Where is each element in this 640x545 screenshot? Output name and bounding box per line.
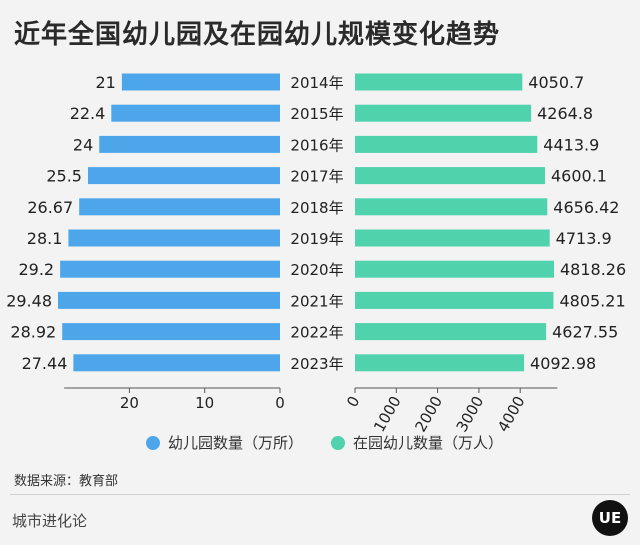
bar-kindergartens [58, 291, 281, 309]
bar-kindergartens [62, 323, 281, 341]
bar-children [355, 354, 525, 372]
value-label-kindergartens: 26.67 [27, 198, 73, 217]
value-label-children: 4713.9 [556, 229, 612, 248]
data-source: 数据来源：教育部 [14, 474, 119, 489]
year-label: 2019年 [290, 230, 343, 248]
legend-swatch-children [331, 435, 346, 450]
bar-kindergartens [60, 260, 281, 278]
legend-label-children: 在园幼儿数量（万人） [353, 434, 504, 452]
value-label-kindergartens: 29.2 [18, 260, 54, 279]
bar-children [355, 135, 538, 153]
bar-children [355, 323, 547, 341]
legend: 幼儿园数量（万所） 在园幼儿数量（万人） [146, 432, 531, 453]
chart-title: 近年全国幼儿园及在园幼儿规模变化趋势 [14, 20, 501, 50]
value-label-kindergartens: 29.48 [6, 291, 52, 310]
value-label-kindergartens: 21 [96, 73, 116, 92]
legend-item-kindergartens: 幼儿园数量（万所） [146, 432, 303, 453]
value-label-children: 4264.8 [537, 104, 593, 123]
bar-children [355, 73, 523, 91]
bar-kindergartens [87, 167, 280, 185]
value-label-children: 4050.7 [528, 73, 584, 92]
year-label: 2022年 [290, 324, 343, 342]
value-label-kindergartens: 25.5 [46, 167, 82, 186]
tick-label-kindergartens: 0 [275, 394, 285, 412]
value-label-kindergartens: 22.4 [70, 104, 106, 123]
bar-children [355, 104, 532, 122]
bar-kindergartens [79, 198, 280, 216]
legend-swatch-kindergartens [146, 435, 160, 450]
year-label: 2021年 [290, 292, 343, 310]
year-label: 2017年 [290, 168, 343, 186]
value-label-kindergartens: 24 [73, 135, 93, 154]
value-label-children: 4818.26 [560, 260, 626, 279]
year-label: 2018年 [290, 199, 343, 217]
bar-children [355, 167, 545, 185]
tick-label-children: 2000 [411, 393, 446, 435]
tick-label-children: 1000 [370, 393, 405, 435]
legend-label-kindergartens: 幼儿园数量（万所） [168, 434, 304, 452]
value-label-children: 4413.9 [543, 135, 599, 154]
value-label-children: 4805.21 [559, 291, 625, 310]
value-label-kindergartens: 28.92 [10, 323, 56, 342]
value-label-children: 4656.42 [553, 198, 619, 217]
year-label: 2023年 [290, 355, 343, 373]
bar-kindergartens [111, 104, 280, 122]
bar-kindergartens [73, 354, 280, 372]
bar-children [355, 291, 554, 309]
year-label: 2016年 [290, 136, 343, 154]
value-label-kindergartens: 27.44 [22, 354, 68, 373]
tick-label-children: 4000 [494, 393, 529, 435]
brand-logo: UE [592, 500, 628, 536]
bar-children [355, 260, 554, 278]
bar-kindergartens [121, 73, 281, 91]
bar-kindergartens [99, 135, 280, 153]
year-label: 2020年 [290, 261, 343, 279]
year-label: 2015年 [290, 105, 343, 123]
value-label-children: 4627.55 [552, 323, 618, 342]
year-label: 2014年 [290, 74, 343, 92]
value-label-children: 4600.1 [551, 167, 607, 186]
legend-item-children: 在园幼儿数量（万人） [331, 432, 503, 453]
tick-label-children: 3000 [453, 393, 488, 435]
footer-brand: 城市进化论 [12, 512, 88, 530]
bar-children [355, 229, 550, 247]
divider [10, 494, 630, 495]
value-label-kindergartens: 28.1 [27, 229, 63, 248]
tick-label-kindergartens: 20 [120, 394, 139, 412]
tick-label-kindergartens: 10 [195, 394, 214, 412]
bar-kindergartens [68, 229, 280, 247]
bar-children [355, 198, 548, 216]
value-label-children: 4092.98 [530, 354, 596, 373]
tick-label-children: 0 [343, 393, 363, 410]
